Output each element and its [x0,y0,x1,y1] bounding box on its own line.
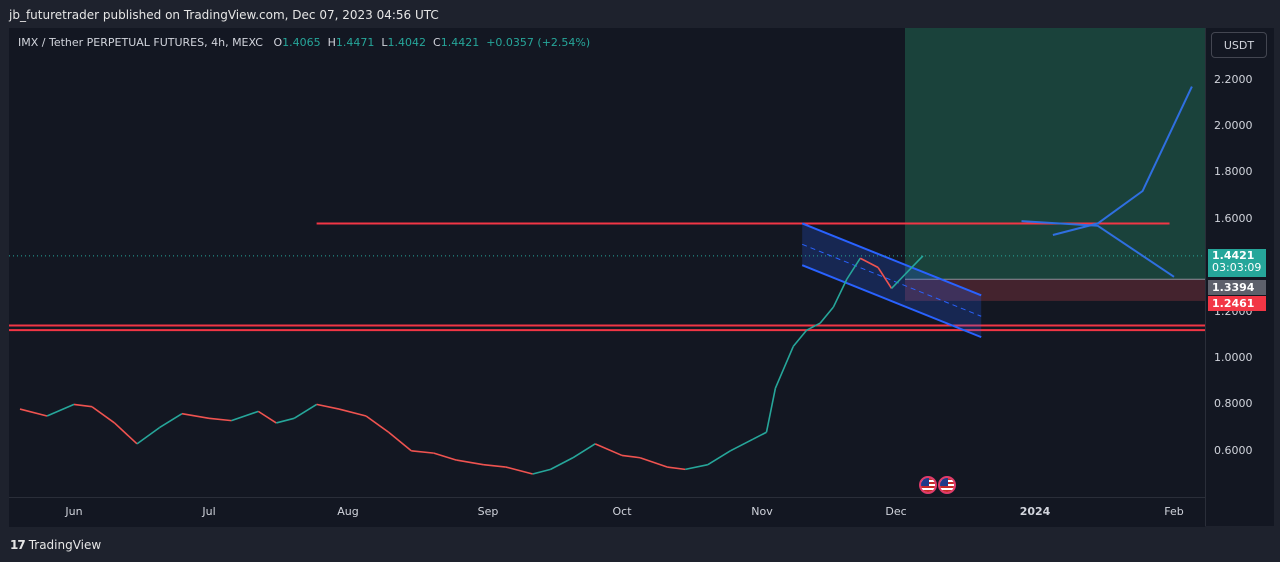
y-tick-label: 2.2000 [1214,72,1253,86]
price-segment [257,410,277,424]
price-segment [730,438,754,452]
tradingview-logo[interactable]: 17 TradingView [10,538,101,552]
price-segment [113,422,138,445]
us-flag-icon[interactable] [919,476,937,494]
last-price-value: 1.4421 [1212,249,1255,262]
price-segment [532,468,551,475]
price-chart[interactable] [9,28,1205,498]
price-segment [707,450,731,466]
price-segment [667,466,686,471]
price-segment [774,346,795,389]
price-segment [904,255,924,276]
us-flag-icon[interactable] [938,476,956,494]
price-segment [411,450,434,454]
time-axis[interactable] [9,497,1205,527]
tradingview-mark-icon: 17 [10,538,26,552]
y-tick-label: 0.8000 [1214,397,1253,411]
x-tick-label: Sep [477,505,499,518]
price-segment [806,322,821,331]
price-segment [765,388,777,433]
y-tick-label: 1.6000 [1214,211,1253,225]
legend-low-value: 1.4042 [387,36,427,49]
x-tick-label: Jul [202,505,216,518]
price-segment [365,415,390,433]
chart-area[interactable] [9,28,1205,526]
price-segment [433,452,457,461]
price-segment [19,408,48,417]
legend-close-value: 1.4421 [440,36,480,49]
price-segment [752,431,767,440]
legend-close-label: C [433,36,441,49]
target-zone [905,28,1205,280]
entry-price-tag: 1.3394 [1208,280,1266,295]
y-tick-label: 2.0000 [1214,119,1253,132]
price-segment [231,410,259,422]
price-segment [136,426,160,445]
x-tick-label: Feb [1164,505,1184,518]
price-axis[interactable] [1205,28,1274,526]
legend-high-label: H [327,36,336,49]
price-segment [846,257,861,280]
last-price-tag: 1.4421 03:03:09 [1208,249,1266,277]
price-segment [293,403,318,419]
stop-price-tag: 1.2461 [1208,296,1266,311]
chart-legend: IMX / Tether PERPETUAL FUTURES, 4h, MEXC… [18,36,590,49]
publisher-bar: jb_futuretrader published on TradingView… [0,0,1280,28]
projection-up-curve [1052,86,1193,236]
countdown-value: 03:03:09 [1212,261,1262,274]
price-segment [388,431,412,452]
price-segment [859,257,879,269]
price-segment [594,443,623,457]
price-segment [276,417,295,424]
price-segment [208,417,232,422]
legend-open-label: O [273,36,283,49]
price-segment [505,466,533,475]
price-segment [550,457,574,471]
footer-logo-text: TradingView [28,538,102,552]
y-tick-label: 0.6000 [1214,443,1253,457]
price-segment [890,273,906,289]
price-segment [181,412,210,420]
price-segment [46,403,75,417]
price-segment [572,443,596,459]
currency-button[interactable]: USDT [1211,32,1267,58]
price-segment [819,306,835,324]
y-tick-label: 1.0000 [1214,351,1253,364]
channel-upper-line [801,222,982,297]
projection-down-curve [1021,220,1175,278]
y-tick-label: 1.8000 [1214,165,1253,179]
price-segment [159,412,183,429]
legend-high-value: 1.4471 [335,36,375,49]
price-segment [832,278,848,308]
legend-low-label: L [381,36,388,49]
x-tick-label: Aug [337,505,359,518]
publisher-line: jb_futuretrader published on TradingView… [9,8,439,22]
x-tick-label: Dec [885,505,907,518]
x-tick-label: 2024 [1019,505,1051,518]
legend-open-value: 1.4065 [282,36,321,49]
price-segment [316,403,340,410]
price-segment [639,457,668,468]
x-tick-label: Nov [751,505,773,518]
channel-fill [802,223,982,338]
price-segment [877,267,893,289]
price-segment [483,463,506,468]
legend-change: +0.0357 (+2.54%) [486,36,591,49]
price-segment [792,329,808,347]
price-segment [621,454,641,459]
x-tick-label: Jun [65,505,83,518]
price-segment [73,403,93,408]
x-tick-label: Oct [612,505,632,518]
price-segment [456,459,484,466]
channel-lower-line [801,264,982,339]
price-segment [91,406,115,424]
price-segment [685,463,708,471]
price-segment [338,408,367,417]
legend-symbol: IMX / Tether PERPETUAL FUTURES, 4h, MEXC [18,36,263,49]
